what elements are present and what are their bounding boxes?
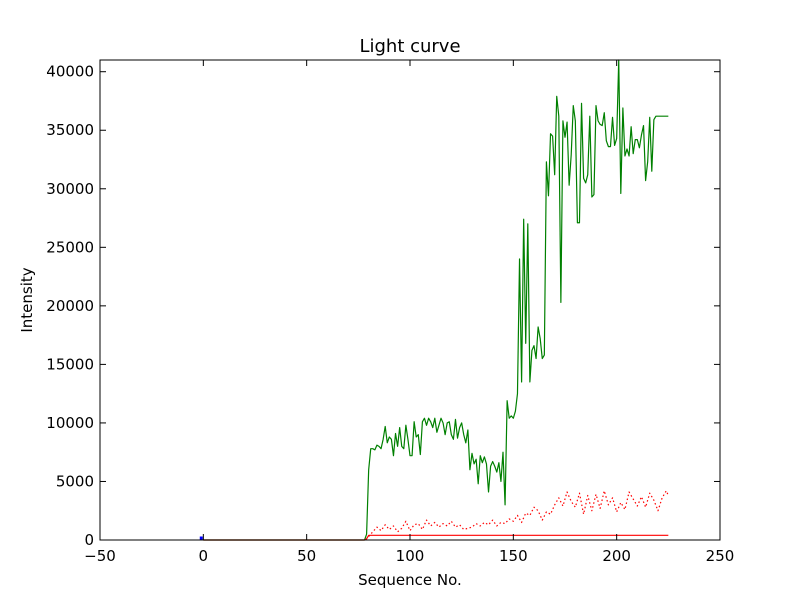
y-tick-label: 5000 (56, 472, 94, 490)
chart-title: Light curve (359, 36, 460, 57)
y-tick-label: 15000 (46, 355, 94, 373)
x-tick-label: 50 (297, 547, 316, 565)
x-tick-label: 200 (602, 547, 631, 565)
y-tick-label: 10000 (46, 414, 94, 432)
y-tick-label: 30000 (46, 180, 94, 198)
y-tick-label: 0 (84, 531, 94, 549)
y-tick-label: 25000 (46, 238, 94, 256)
x-tick-label: 100 (396, 547, 425, 565)
ticks-layer: −50 0 50 100 150 200 2500500010000150002000025… (46, 60, 734, 565)
y-axis-label: Intensity (18, 267, 36, 332)
y-tick-label: 20000 (46, 297, 94, 315)
x-tick-label: 0 (199, 547, 209, 565)
series-0-line (203, 59, 669, 541)
y-tick-label: 40000 (46, 63, 94, 81)
y-tick-label: 35000 (46, 121, 94, 139)
x-axis-label: Sequence No. (358, 571, 462, 589)
x-tick-label: −50 (84, 547, 116, 565)
series-1-line (368, 490, 669, 537)
x-tick-label: 250 (706, 547, 735, 565)
x-tick-label: 150 (499, 547, 528, 565)
